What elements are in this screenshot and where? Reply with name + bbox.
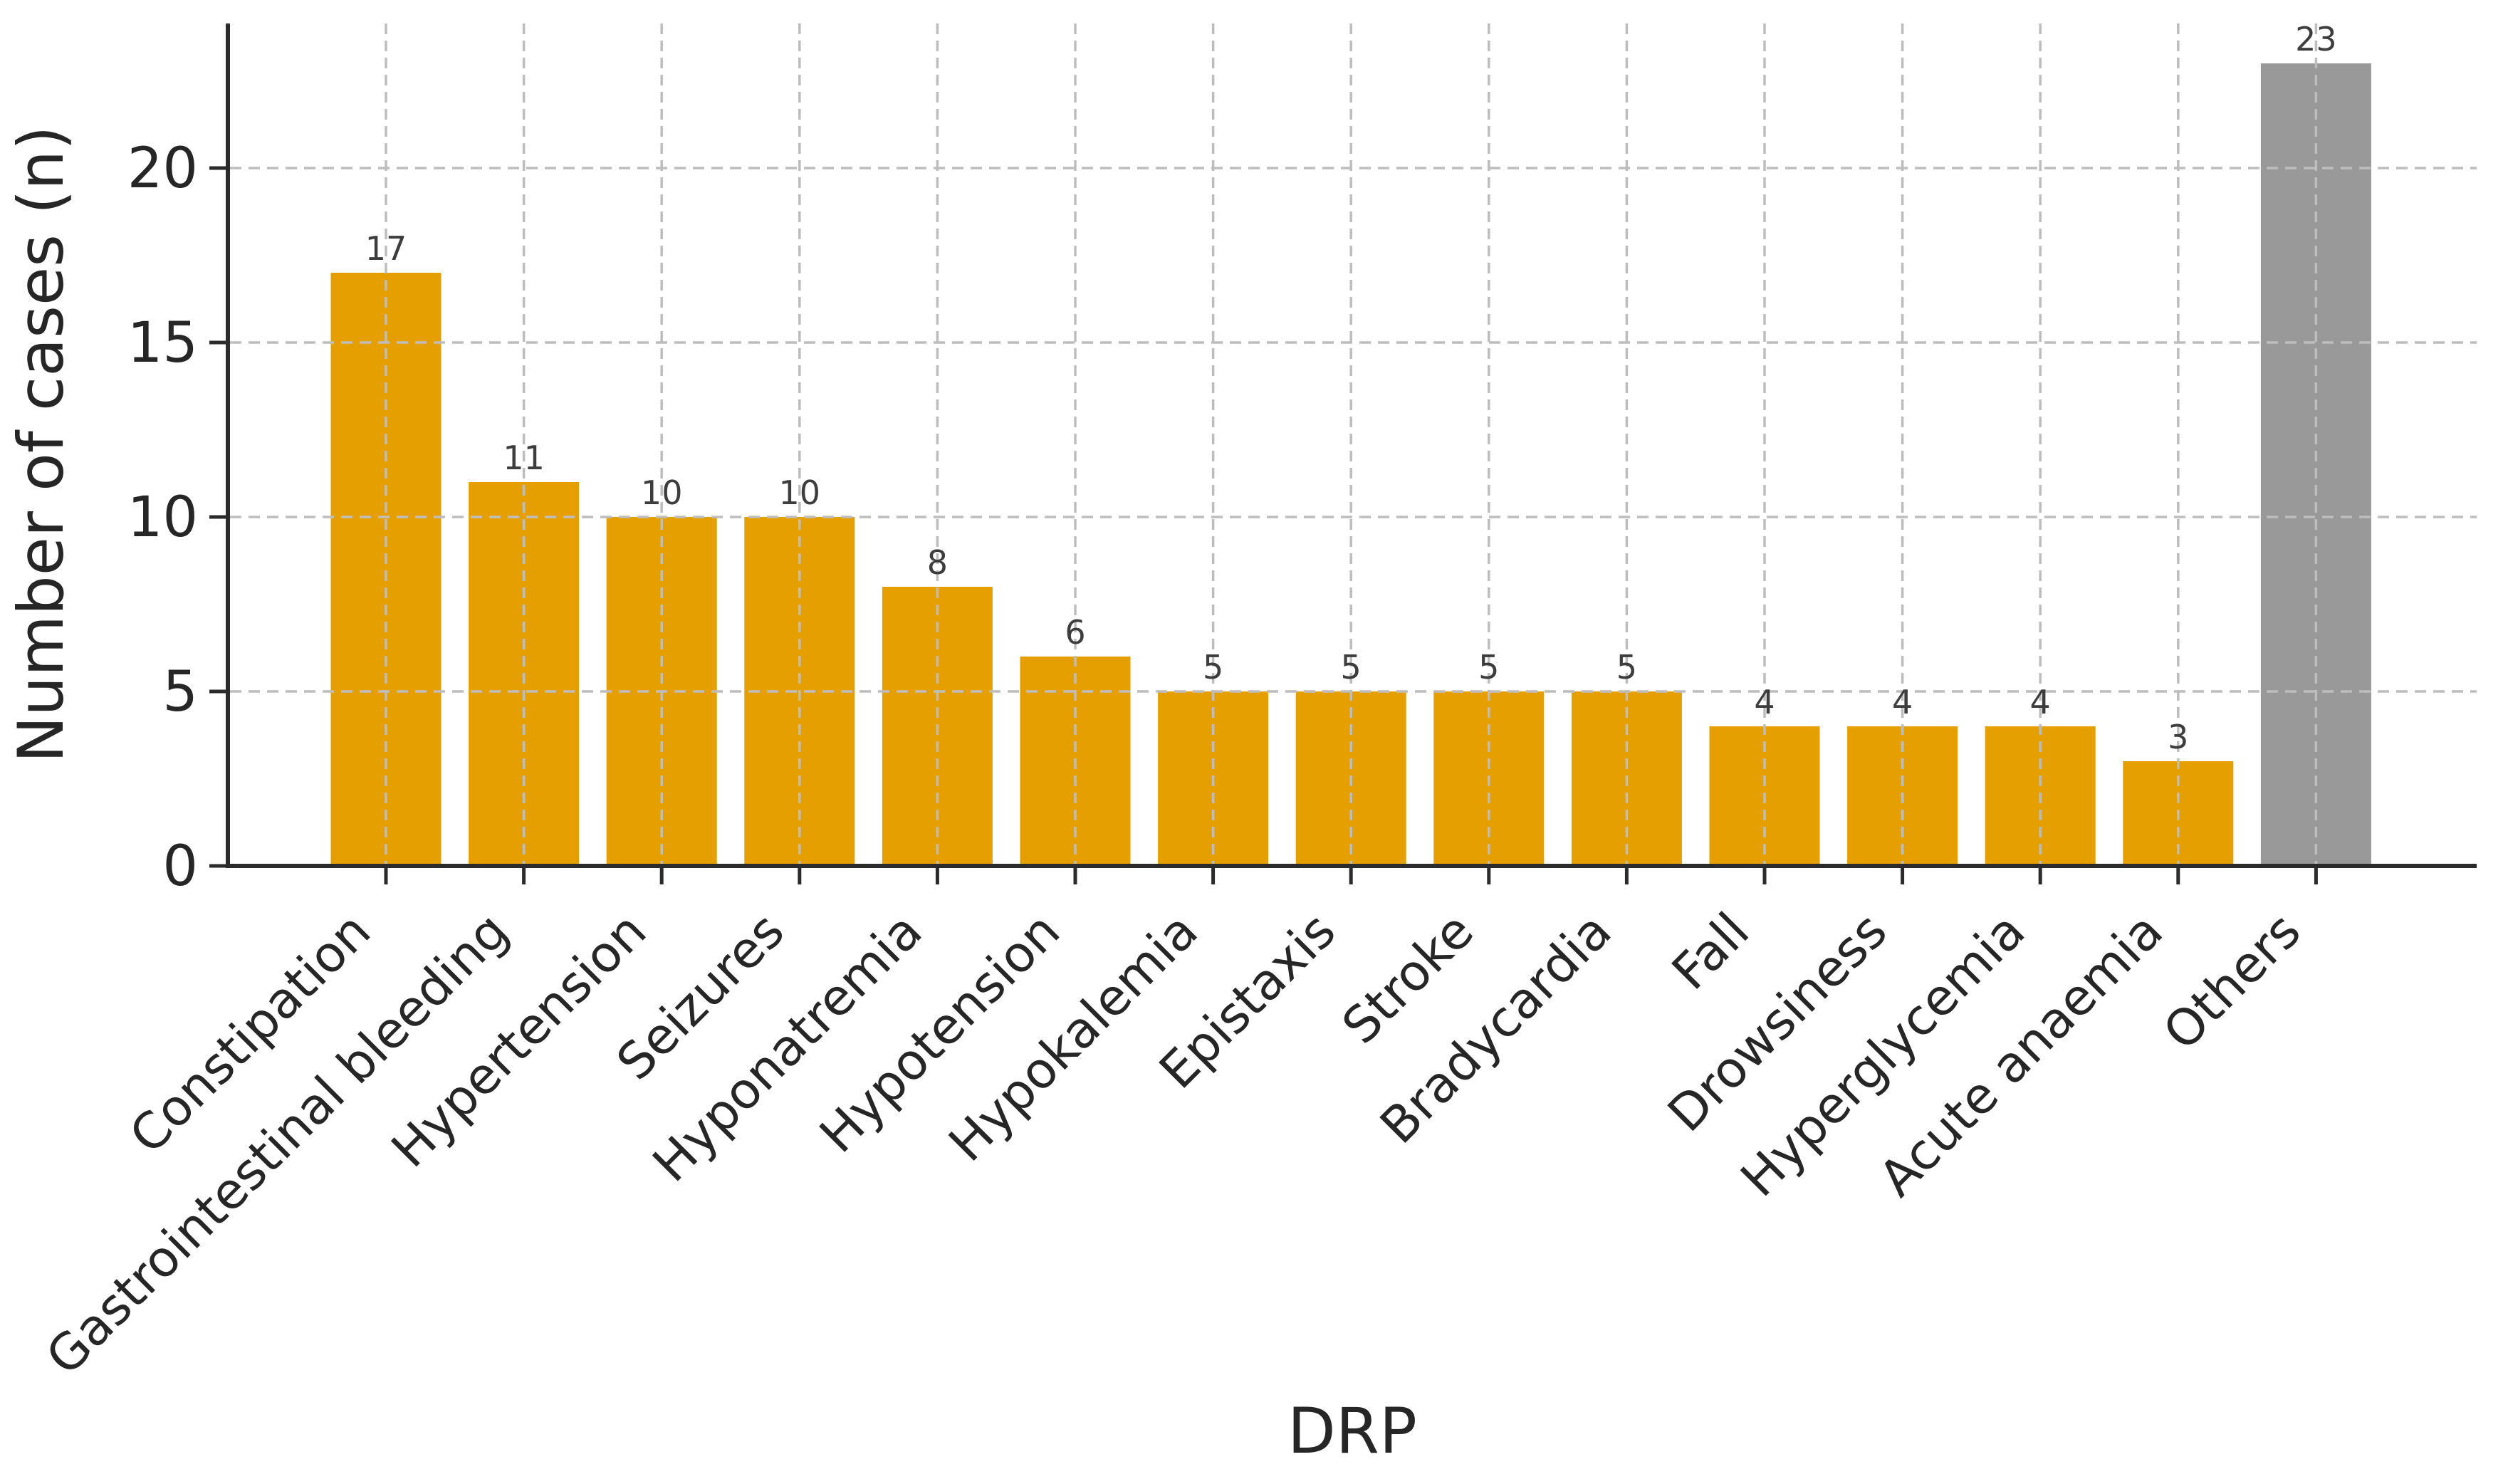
bar-value-label-acute-anaemia: 3 [2168,718,2188,756]
bar-value-label-fall: 4 [1754,683,1775,721]
y-axis-title: Number of cases (n) [4,126,78,763]
value-labels-layer: 17 11 10 10 8 6 5 5 5 5 4 4 4 3 23 [365,20,2337,756]
x-tick-label-hypokalemia: Hypokalemia [938,902,1209,1173]
y-tick-label-10: 10 [127,486,198,550]
axes-layer [209,23,2477,884]
x-axis-title: DRP [1287,1394,1417,1468]
bar-value-label-drowsiness: 4 [1892,683,1913,721]
bar-value-label-hyponatremia: 8 [927,543,948,582]
bar-value-label-seizures: 10 [779,474,821,512]
x-tick-label-constipation: Constipation [118,902,382,1165]
bar-value-label-others: 23 [2295,20,2337,58]
bar-value-label-gastrointestinal-bleeding: 11 [503,439,545,477]
bar-value-label-epistaxis: 5 [1341,648,1362,686]
grid-layer [230,23,2477,864]
bar-value-label-constipation: 17 [365,229,407,268]
bar-value-label-hypotension: 6 [1065,613,1085,652]
y-tick-label-15: 15 [127,311,198,375]
bar-value-label-bradycardia: 5 [1616,648,1637,686]
bar-value-label-stroke: 5 [1478,648,1499,686]
bar-value-label-hypertension: 10 [641,474,683,512]
y-tick-label-0: 0 [162,835,198,899]
y-tick-label-5: 5 [162,660,198,724]
bar-value-label-hypokalemia: 5 [1203,648,1223,686]
x-tick-label-fall: Fall [1661,902,1760,1001]
bar-value-label-hyperglycemia: 4 [2030,683,2051,721]
x-tick-label-others: Others [2152,902,2311,1061]
y-tick-label-20: 20 [127,137,198,201]
x-tick-label-hypotension: Hypotension [808,902,1071,1164]
